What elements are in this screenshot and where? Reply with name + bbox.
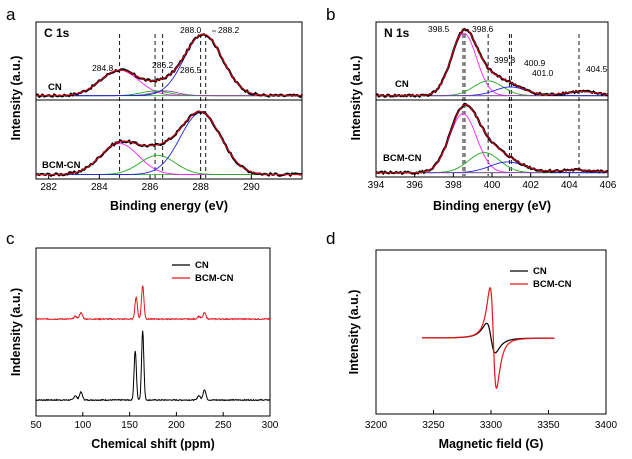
fit-envelope-CN xyxy=(376,28,609,97)
xtick-label-290: 290 xyxy=(243,182,260,193)
xtick-label-396: 396 xyxy=(406,180,423,191)
panel-a-plot xyxy=(35,32,303,178)
component-CN-fit-399.8 xyxy=(376,80,608,97)
xtick-label-100: 100 xyxy=(74,420,91,431)
xtick-label-406: 406 xyxy=(600,180,617,191)
series-CN xyxy=(35,330,271,402)
panel-c-legend: CN BCM-CN xyxy=(172,260,234,284)
panel-d-legend-bcm: BCM-CN xyxy=(533,279,572,290)
xtick-label-250: 250 xyxy=(215,420,232,431)
xtick-label-300: 300 xyxy=(262,420,279,431)
panel-a-xlabel: Binding energy (eV) xyxy=(110,199,228,213)
panel-c-xlabel: Chemical shift (ppm) xyxy=(91,437,215,451)
xtick-label-3200: 3200 xyxy=(365,420,388,431)
panel-d-legend: CN BCM-CN xyxy=(510,266,572,290)
panel-a-bcm-label: BCM-CN xyxy=(42,160,81,171)
component-CN-fit-398.5 xyxy=(376,32,608,97)
xtick-label-400: 400 xyxy=(484,180,501,191)
panel-a-label: a xyxy=(6,5,16,24)
panel-b-annotation-398.5: 398.5 xyxy=(428,24,450,34)
panel-d-frame xyxy=(375,249,607,415)
panel-c: c Indensity (a.u.) 50 100 150 200 250 300 CN … xyxy=(6,229,279,451)
panel-b-annotation-400.9: 400.9 xyxy=(524,58,546,68)
xtick-label-288: 288 xyxy=(192,182,209,193)
fit-envelope-BCM-CN xyxy=(36,111,302,176)
panel-c-frame xyxy=(35,247,271,417)
panel-c-ylabel: Indensity (a.u.) xyxy=(9,288,23,376)
panel-a-cn-label: CN xyxy=(48,82,62,93)
xtick-label-3400: 3400 xyxy=(595,420,618,431)
fit-envelope-BCM-CN xyxy=(376,103,608,174)
panel-a-xticks: 282 284 286 288 290 xyxy=(40,175,260,193)
panel-b-bcm-label: BCM-CN xyxy=(383,153,422,164)
panel-d-legend-cn: CN xyxy=(533,266,547,277)
xtick-label-200: 200 xyxy=(168,420,185,431)
panel-b-annotation-404.5: 404.5 xyxy=(586,64,608,74)
panel-c-legend-bcm: BCM-CN xyxy=(195,273,234,284)
panel-b: b Intensity (a.u.) 394 396 398 400 402 404 406… xyxy=(326,5,617,213)
series-BCM-CN xyxy=(422,286,555,390)
xtick-label-404: 404 xyxy=(561,180,578,191)
panel-b-cn-label: CN xyxy=(395,79,409,90)
panel-d-plot xyxy=(422,286,555,390)
series-BCM-CN xyxy=(35,285,271,321)
panel-b-xlabel: Binding energy (eV) xyxy=(433,199,551,213)
panel-d-label: d xyxy=(326,229,335,248)
xtick-label-394: 394 xyxy=(368,180,385,191)
experimental-CN xyxy=(375,27,609,98)
panel-a: a Intensity (a.u.) 282 284 286 288 290 C 1s … xyxy=(6,5,303,213)
xtick-label-3250: 3250 xyxy=(422,420,445,431)
panel-a-ylabel: Intensity (a.u.) xyxy=(9,56,23,141)
xtick-label-398: 398 xyxy=(445,180,462,191)
panel-d-ylabel: Intensity (a.u.) xyxy=(347,290,361,375)
panel-b-title: N 1s xyxy=(384,26,410,40)
panel-c-xticks: 50 100 150 200 250 300 xyxy=(30,412,279,431)
panel-a-annotation-288.2: 288.2 xyxy=(218,25,240,35)
panel-a-annotation-288.0: 288.0 xyxy=(180,25,202,35)
panel-b-ylabel: Intensity (a.u.) xyxy=(349,56,363,141)
xtick-label-282: 282 xyxy=(40,182,57,193)
xtick-label-3350: 3350 xyxy=(537,420,560,431)
xtick-label-3300: 3300 xyxy=(480,420,503,431)
panel-c-legend-cn: CN xyxy=(195,260,209,271)
xtick-label-284: 284 xyxy=(91,182,108,193)
panel-d-xlabel: Magnetic field (G) xyxy=(439,437,544,451)
panel-d: d Intensity (a.u.) 3200 3250 3300 3350 3400 … xyxy=(326,229,618,451)
panel-c-label: c xyxy=(6,229,15,248)
xtick-label-50: 50 xyxy=(30,420,42,431)
xtick-label-402: 402 xyxy=(522,180,539,191)
panel-a-annotation-286.5: 286.5 xyxy=(180,65,202,75)
xtick-label-286: 286 xyxy=(142,182,159,193)
xtick-label-150: 150 xyxy=(121,420,138,431)
fit-envelope-CN xyxy=(35,33,302,97)
panel-a-annotation-286.2: 286.2 xyxy=(152,60,174,70)
panel-b-annotation-398.6: 398.6 xyxy=(472,24,494,34)
panel-d-xticks: 3200 3250 3300 3350 3400 xyxy=(365,410,618,431)
panel-b-annotation-399.8: 399.8 xyxy=(494,55,516,65)
panel-c-plot xyxy=(35,285,271,402)
panel-b-xticks: 394 396 398 400 402 404 406 xyxy=(368,173,617,191)
panel-b-annotation-401.0: 401.0 xyxy=(532,68,554,78)
panel-a-title: C 1s xyxy=(44,26,70,40)
panel-a-annotation-284.8: 284.8 xyxy=(92,63,114,73)
panel-b-label: b xyxy=(326,5,335,24)
